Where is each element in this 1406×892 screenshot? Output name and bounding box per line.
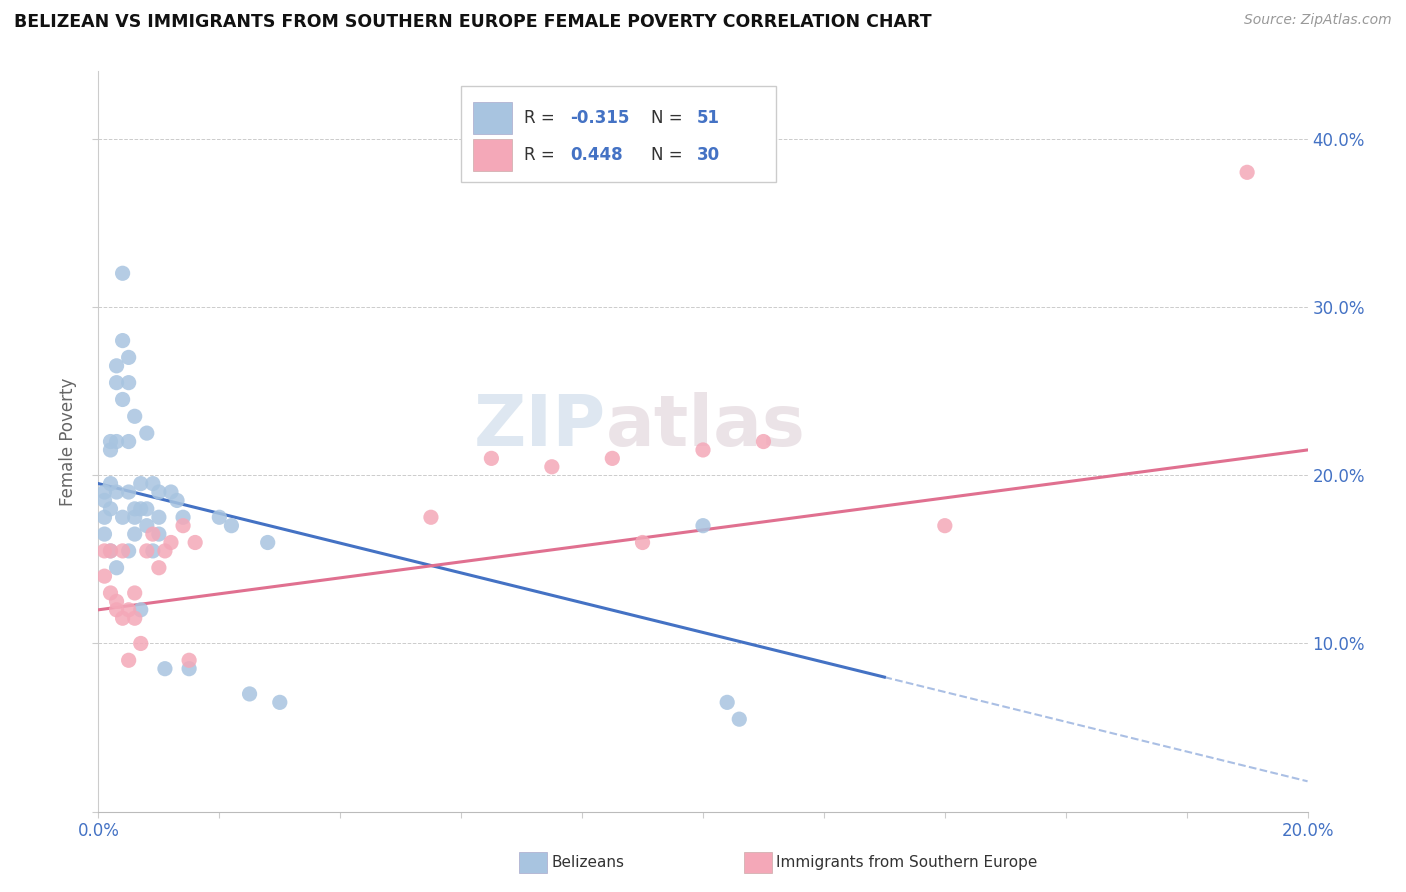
Point [135, 426, 157, 441]
Point [118, 376, 141, 390]
Point [142, 476, 165, 491]
FancyBboxPatch shape [474, 103, 512, 134]
Point [105, 603, 128, 617]
Point [135, 501, 157, 516]
Point [135, 518, 157, 533]
Point [716, 695, 738, 709]
Text: R =: R = [524, 146, 560, 164]
Point [208, 510, 231, 524]
Point [172, 510, 194, 524]
Point [148, 560, 170, 574]
Text: -0.315: -0.315 [569, 109, 630, 127]
Point [160, 485, 183, 500]
Point [100, 544, 122, 558]
FancyBboxPatch shape [461, 87, 776, 183]
Point [179, 662, 201, 676]
Point [124, 501, 146, 516]
Point [105, 376, 128, 390]
Point [124, 527, 146, 541]
Text: N =: N = [651, 146, 688, 164]
Point [692, 518, 714, 533]
Text: atlas: atlas [606, 392, 806, 461]
Point [100, 434, 122, 449]
Point [148, 527, 170, 541]
Point [153, 662, 176, 676]
Point [118, 653, 141, 667]
Point [118, 351, 141, 365]
Point [105, 485, 128, 500]
Point [179, 653, 201, 667]
Point [540, 459, 562, 474]
Point [105, 434, 128, 449]
Point [142, 544, 165, 558]
Point [1236, 165, 1258, 179]
Y-axis label: Female Poverty: Female Poverty [59, 377, 77, 506]
Point [111, 544, 134, 558]
Text: 0.448: 0.448 [569, 146, 623, 164]
Point [111, 266, 134, 280]
Text: N =: N = [651, 109, 688, 127]
Point [111, 334, 134, 348]
Point [118, 544, 141, 558]
FancyBboxPatch shape [474, 139, 512, 170]
Text: Source: ZipAtlas.com: Source: ZipAtlas.com [1244, 13, 1392, 28]
Point [602, 451, 624, 466]
Text: BELIZEAN VS IMMIGRANTS FROM SOUTHERN EUROPE FEMALE POVERTY CORRELATION CHART: BELIZEAN VS IMMIGRANTS FROM SOUTHERN EUR… [14, 13, 932, 31]
Point [166, 493, 188, 508]
Point [142, 527, 165, 541]
Point [148, 510, 170, 524]
Point [93, 527, 115, 541]
Point [269, 695, 291, 709]
Point [124, 409, 146, 424]
Point [135, 544, 157, 558]
Point [93, 544, 115, 558]
Point [934, 518, 956, 533]
Point [105, 594, 128, 608]
Point [148, 485, 170, 500]
Point [93, 569, 115, 583]
Point [100, 544, 122, 558]
Point [124, 611, 146, 625]
Point [172, 518, 194, 533]
Point [752, 434, 775, 449]
Point [160, 535, 183, 549]
Point [100, 501, 122, 516]
Point [129, 603, 152, 617]
Point [129, 636, 152, 650]
Point [221, 518, 243, 533]
Point [93, 493, 115, 508]
Point [153, 544, 176, 558]
Point [631, 535, 654, 549]
Point [692, 442, 714, 457]
Point [93, 485, 115, 500]
Point [105, 560, 128, 574]
Text: Immigrants from Southern Europe: Immigrants from Southern Europe [776, 855, 1038, 870]
Point [111, 392, 134, 407]
Point [93, 510, 115, 524]
Point [481, 451, 503, 466]
Point [100, 442, 122, 457]
Point [100, 476, 122, 491]
Point [129, 501, 152, 516]
Point [129, 476, 152, 491]
Point [420, 510, 443, 524]
Text: 30: 30 [697, 146, 720, 164]
Point [124, 586, 146, 600]
Point [118, 434, 141, 449]
Point [256, 535, 278, 549]
Point [728, 712, 751, 726]
Text: Belizeans: Belizeans [551, 855, 624, 870]
Point [118, 485, 141, 500]
Point [184, 535, 207, 549]
Point [111, 510, 134, 524]
Point [124, 510, 146, 524]
Text: 51: 51 [697, 109, 720, 127]
Text: ZIP: ZIP [474, 392, 606, 461]
Text: R =: R = [524, 109, 560, 127]
Point [239, 687, 262, 701]
Point [100, 586, 122, 600]
Point [118, 603, 141, 617]
Point [111, 611, 134, 625]
Point [105, 359, 128, 373]
